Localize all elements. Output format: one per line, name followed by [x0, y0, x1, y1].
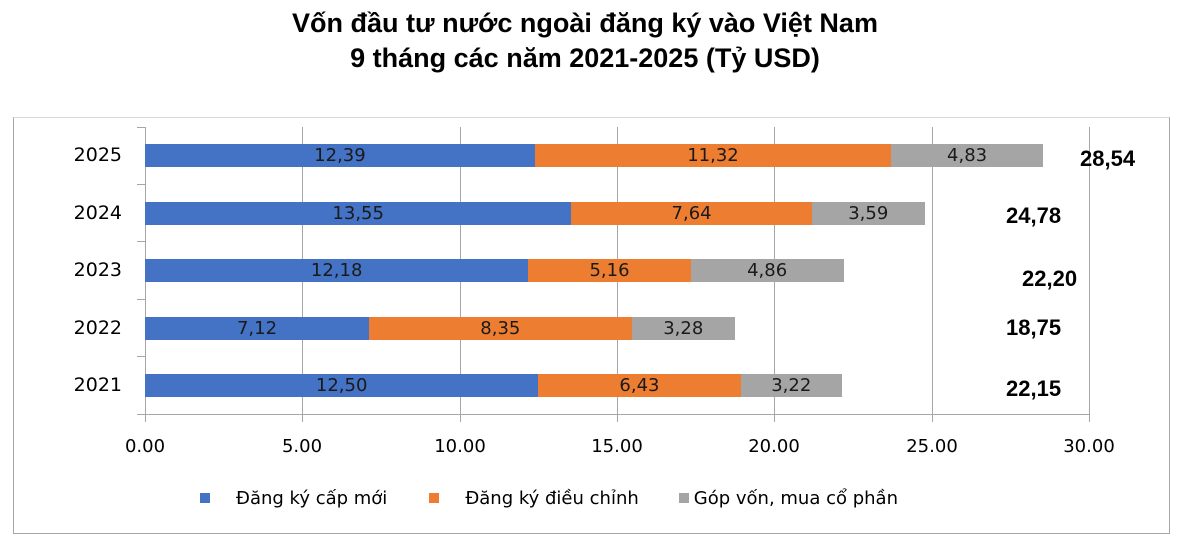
bar-segment-adjusted: 7,64	[571, 202, 812, 225]
chart-title-line-1: Vốn đầu tư nước ngoài đăng ký vào Việt N…	[292, 8, 878, 38]
stacked-bar-2023: 12,18 5,16 4,86	[145, 259, 844, 282]
gridline	[1089, 127, 1090, 414]
y-tick-mark	[137, 356, 145, 357]
total-label: 24,78	[1006, 203, 1062, 228]
x-tick-label: 25.00	[906, 436, 958, 457]
y-category-label: 2024	[73, 202, 122, 224]
chart-title-line-2: 9 tháng các năm 2021-2025 (Tỷ USD)	[350, 43, 820, 73]
bar-segment-shares: 3,22	[740, 374, 842, 397]
y-category-label: 2023	[73, 259, 122, 281]
y-tick-mark	[137, 414, 145, 415]
x-tick-mark	[302, 414, 303, 422]
bar-segment-new: 13,55	[145, 202, 572, 225]
x-tick-label: 0.00	[124, 436, 166, 457]
stacked-bar-2021: 12,50 6,43 3,22	[145, 374, 842, 397]
x-tick-mark	[145, 414, 146, 422]
legend-label-shares: Góp vốn, mua cổ phần	[693, 487, 898, 509]
x-tick-mark	[774, 414, 775, 422]
x-tick-label: 20.00	[748, 436, 800, 457]
x-axis-line	[137, 414, 1089, 415]
legend-swatch-new	[200, 493, 210, 503]
x-tick-label: 10.00	[434, 436, 486, 457]
bar-segment-new: 12,18	[145, 259, 529, 282]
legend-swatch-shares	[678, 493, 689, 503]
bar-segment-adjusted: 11,32	[534, 144, 892, 167]
bar-segment-adjusted: 5,16	[528, 259, 691, 282]
gridline	[932, 127, 933, 414]
y-category-label: 2022	[73, 317, 122, 339]
legend-item-adjusted: Đăng ký điều chỉnh	[429, 487, 639, 509]
legend: Đăng ký cấp mới Đăng ký điều chỉnh Góp v…	[200, 484, 898, 512]
bar-segment-adjusted: 8,35	[369, 317, 632, 340]
bar-segment-shares: 3,59	[811, 202, 925, 225]
stacked-bar-2025: 12,39 11,32 4,83	[145, 144, 1044, 167]
x-tick-mark	[617, 414, 618, 422]
stacked-bar-2024: 13,55 7,64 3,59	[145, 202, 925, 225]
x-tick-label: 15.00	[591, 436, 643, 457]
y-tick-mark	[137, 127, 145, 128]
legend-swatch-adjusted	[429, 493, 440, 503]
chart-frame	[13, 117, 1170, 534]
x-tick-label: 5.00	[281, 436, 323, 457]
bar-segment-shares: 4,86	[690, 259, 844, 282]
stacked-bar-2022: 7,12 8,35 3,28	[145, 317, 735, 340]
legend-label-new: Đăng ký cấp mới	[236, 487, 388, 509]
y-tick-mark	[137, 184, 145, 185]
legend-item-new: Đăng ký cấp mới	[200, 488, 387, 509]
legend-label-adjusted: Đăng ký điều chỉnh	[465, 487, 639, 509]
bar-segment-new: 7,12	[145, 317, 369, 340]
x-tick-mark	[460, 414, 461, 422]
total-label: 22,20	[1022, 266, 1078, 291]
chart-title: Vốn đầu tư nước ngoài đăng ký vào Việt N…	[0, 6, 1170, 76]
bar-segment-new: 12,39	[145, 144, 535, 167]
x-tick-label: 30.00	[1063, 436, 1115, 457]
bar-segment-adjusted: 6,43	[538, 374, 741, 397]
x-tick-mark	[1089, 414, 1090, 422]
total-label: 18,75	[1006, 315, 1062, 340]
legend-item-shares: Góp vốn, mua cổ phần	[678, 487, 898, 509]
y-category-label: 2021	[73, 374, 122, 396]
y-tick-mark	[137, 241, 145, 242]
total-label: 22,15	[1006, 376, 1062, 401]
bar-segment-shares: 4,83	[891, 144, 1044, 167]
x-tick-mark	[932, 414, 933, 422]
bar-segment-shares: 3,28	[631, 317, 735, 340]
bar-segment-new: 12,50	[145, 374, 539, 397]
total-label: 28,54	[1080, 146, 1136, 171]
y-tick-mark	[137, 299, 145, 300]
y-category-label: 2025	[73, 144, 122, 166]
